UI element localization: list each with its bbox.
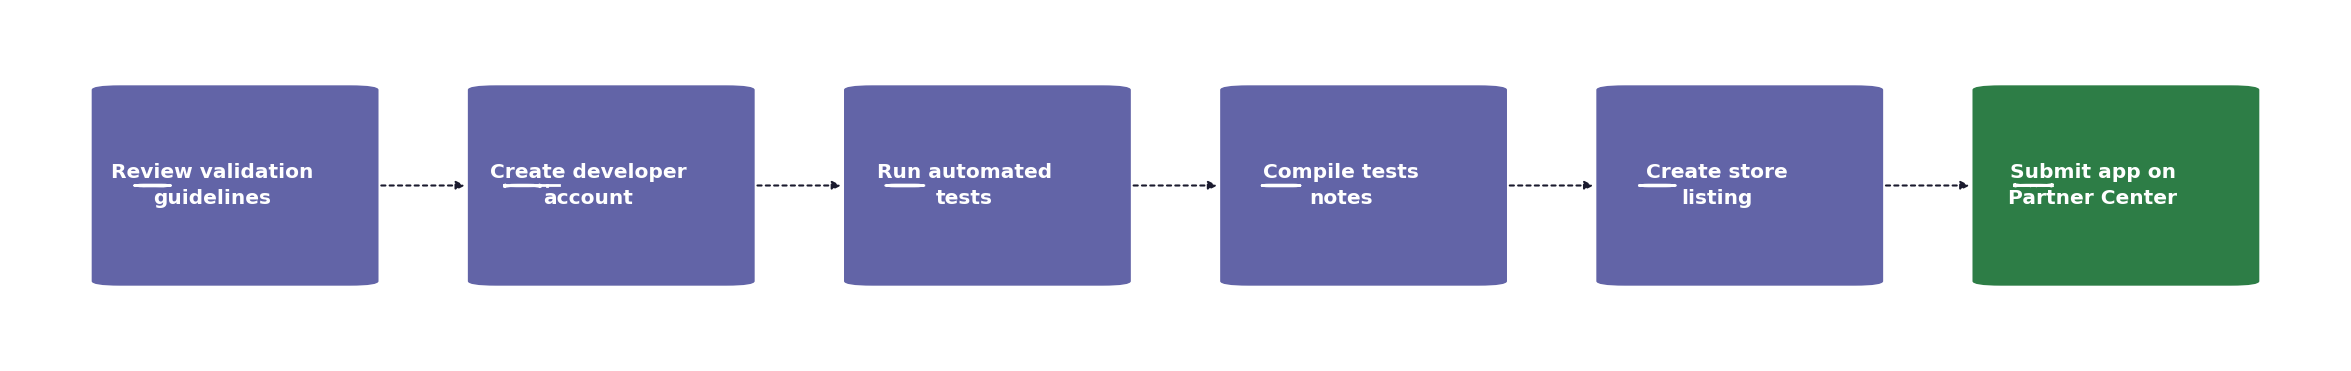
Text: Review validation
guidelines: Review validation guidelines (110, 164, 313, 207)
Text: Run automated
tests: Run automated tests (877, 164, 1051, 207)
FancyBboxPatch shape (1220, 85, 1507, 286)
Text: Create store
listing: Create store listing (1646, 164, 1787, 207)
Text: Compile tests
notes: Compile tests notes (1262, 164, 1418, 207)
Text: Submit app on
Partner Center: Submit app on Partner Center (2008, 164, 2177, 207)
FancyBboxPatch shape (1972, 85, 2259, 286)
FancyBboxPatch shape (468, 85, 755, 286)
Text: Create developer
account: Create developer account (489, 164, 686, 207)
FancyBboxPatch shape (844, 85, 1131, 286)
FancyBboxPatch shape (92, 85, 379, 286)
FancyBboxPatch shape (1596, 85, 1883, 286)
